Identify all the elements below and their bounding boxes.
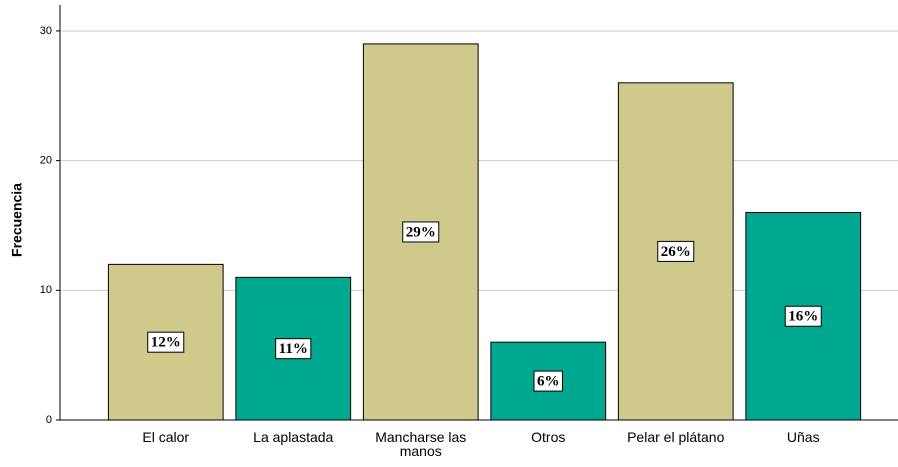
data-label: 12% — [151, 335, 181, 351]
data-label-box — [402, 221, 440, 243]
data-label-group: 29% — [402, 221, 440, 243]
data-label: 26% — [661, 244, 691, 260]
x-tick-label: Uñas — [786, 429, 820, 445]
data-label-group: 11% — [275, 338, 312, 360]
y-tick-label: 10 — [40, 284, 52, 296]
data-label: 6% — [537, 374, 560, 390]
data-label-box — [657, 240, 695, 262]
data-label-group: 26% — [657, 240, 695, 262]
y-axis-label: Frecuencia — [9, 183, 25, 257]
y-tick-label: 20 — [40, 155, 52, 167]
y-tick-label: 30 — [40, 25, 52, 37]
data-label-box — [147, 331, 185, 353]
data-label-group: 16% — [784, 305, 822, 327]
data-label-box — [784, 305, 822, 327]
y-tick-label: 0 — [46, 414, 52, 426]
x-tick-label: El calor — [142, 429, 190, 445]
x-tick-label: La aplastada — [253, 429, 334, 445]
x-tick-label: Otros — [531, 429, 566, 445]
data-label-box — [275, 338, 312, 360]
data-label: 29% — [406, 224, 436, 240]
data-label: 11% — [279, 341, 308, 357]
data-label: 16% — [788, 309, 818, 325]
data-label-group: 12% — [147, 331, 185, 353]
x-tick-label: Pelar el plátano — [627, 429, 725, 445]
data-label-group: 6% — [533, 370, 563, 392]
data-label-box — [533, 370, 563, 392]
x-tick-label: Mancharse las manos — [375, 429, 467, 459]
